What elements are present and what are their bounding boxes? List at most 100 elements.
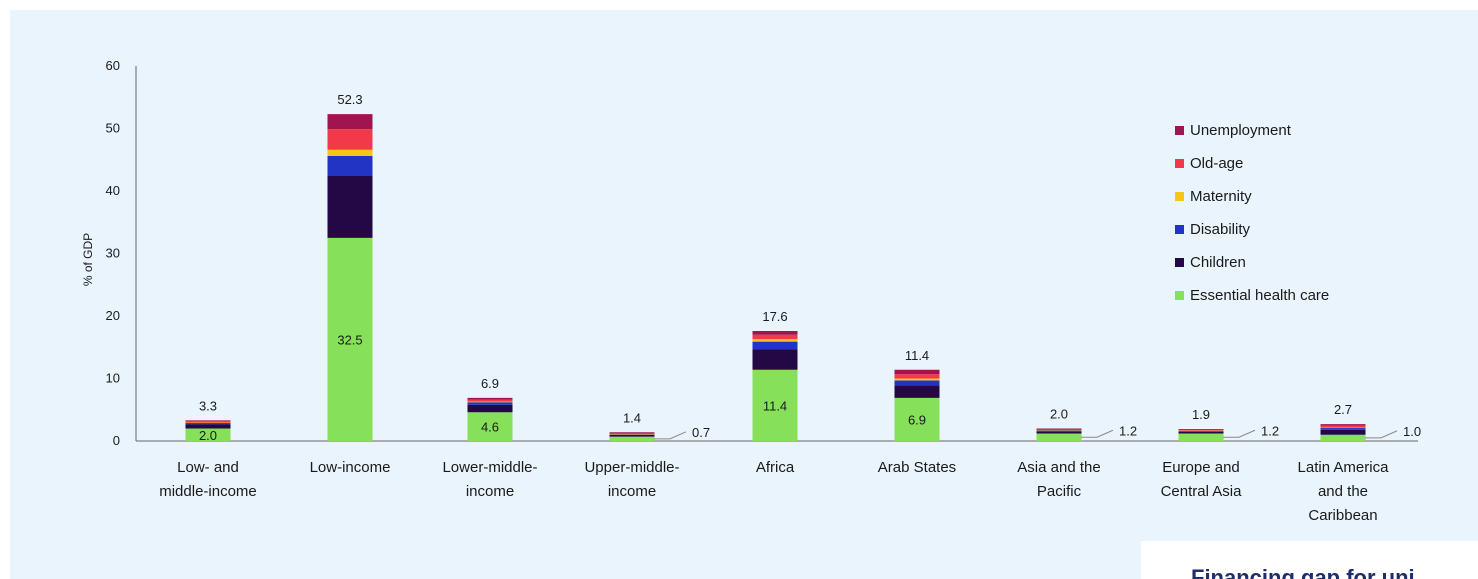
health-care-value-label: 11.4 — [763, 398, 787, 413]
x-category-label: Low-income — [310, 459, 391, 476]
x-category-label: Upper-middle- — [584, 459, 679, 476]
x-category-label: Europe and — [1162, 459, 1240, 476]
bar-segment — [1320, 427, 1366, 429]
x-category-label: and the — [1318, 483, 1368, 500]
bar-segment — [609, 434, 655, 437]
health-care-leader-line — [654, 431, 687, 440]
bar-segment — [327, 176, 373, 238]
bar-segment — [1178, 431, 1224, 434]
y-tick-label: 50 — [106, 121, 120, 136]
bar-segment — [327, 237, 373, 441]
bar-segment — [1178, 429, 1224, 431]
health-care-leader-line — [1223, 429, 1256, 438]
bar-segment — [894, 378, 940, 381]
bar-segment — [1036, 428, 1082, 430]
y-axis-label: % of GDP — [81, 233, 95, 286]
legend-swatch — [1175, 159, 1184, 168]
x-category-label: Arab States — [878, 459, 956, 476]
bar-segment — [185, 422, 231, 425]
bar-segment — [894, 369, 940, 375]
stacked-bar-chart: 0 10 20 30 40 50 60 % of GDP 3.3 2.0 Low- and middl… — [81, 58, 1421, 524]
y-tick-label: 10 — [106, 371, 120, 386]
health-care-value-label: 2.0 — [199, 428, 217, 443]
bar-segment — [1036, 431, 1082, 434]
legend-swatch — [1175, 225, 1184, 234]
bar-segment — [752, 331, 798, 335]
total-value-label: 1.4 — [623, 410, 641, 425]
x-category-label: Pacific — [1037, 483, 1082, 500]
bar-segment — [1320, 425, 1366, 428]
bar-segment — [1178, 430, 1224, 431]
bar-segment — [185, 422, 231, 424]
y-tick-label: 40 — [106, 183, 120, 198]
bar-segment — [327, 156, 373, 176]
legend-label: Maternity — [1190, 188, 1252, 205]
bar-segment — [467, 412, 513, 441]
total-value-label: 2.0 — [1050, 407, 1068, 422]
health-care-value-label: 1.2 — [1119, 423, 1137, 438]
health-care-value-label: 1.2 — [1261, 423, 1279, 438]
y-tick-label: 0 — [113, 433, 120, 448]
legend-label: Essential health care — [1190, 287, 1329, 304]
bar-segment — [185, 428, 231, 441]
total-value-label: 17.6 — [762, 309, 787, 324]
legend-swatch — [1175, 258, 1184, 267]
x-category-label: middle-income — [159, 483, 257, 500]
bar-segment — [752, 349, 798, 370]
x-category-label: Low- and — [177, 459, 239, 476]
bar-segment — [752, 334, 798, 340]
total-value-label: 1.9 — [1192, 407, 1210, 422]
total-value-label: 11.4 — [905, 348, 929, 363]
bar-segment — [1320, 434, 1366, 441]
bar-segment — [185, 424, 231, 429]
legend-swatch — [1175, 192, 1184, 201]
y-tick-label: 60 — [106, 58, 120, 73]
legend-label: Children — [1190, 254, 1246, 271]
bar-segment — [327, 149, 373, 156]
bar-segment — [1036, 430, 1082, 432]
x-category-label: Asia and the — [1017, 459, 1100, 476]
bar-segment — [1036, 433, 1082, 441]
x-category-label: Caribbean — [1308, 507, 1377, 524]
health-care-leader-line — [1365, 430, 1398, 439]
bar-segment — [609, 433, 655, 434]
total-value-label: 3.3 — [199, 398, 217, 413]
bar-segment — [1036, 429, 1082, 431]
health-care-value-label: 32.5 — [337, 332, 362, 347]
x-category-label: income — [608, 483, 656, 500]
x-category-label: Central Asia — [1161, 483, 1243, 500]
y-tick-label: 30 — [106, 246, 120, 261]
bar-segment — [1320, 427, 1366, 430]
x-category-label: Lower-middle- — [442, 459, 537, 476]
bar-segment — [1178, 430, 1224, 432]
financing-gap-card: Financing gap for uni — [1141, 541, 1478, 579]
y-tick-label: 20 — [106, 308, 120, 323]
total-value-label: 52.3 — [337, 92, 362, 107]
bar-segment — [752, 341, 798, 350]
x-category-label: Africa — [756, 459, 795, 476]
legend-swatch — [1175, 291, 1184, 300]
bar-segment — [1178, 431, 1224, 432]
bar-segment — [894, 374, 940, 379]
bar-segment — [185, 420, 231, 422]
legend-label: Old-age — [1190, 155, 1243, 172]
bar-segment — [609, 432, 655, 434]
bar-segment — [609, 436, 655, 441]
bar-segment — [467, 402, 513, 405]
bar-segment — [894, 380, 940, 386]
total-value-label: 6.9 — [481, 376, 499, 391]
legend-label: Unemployment — [1190, 122, 1292, 139]
health-care-value-label: 1.0 — [1403, 424, 1421, 439]
bar-segment — [894, 397, 940, 441]
health-care-value-label: 6.9 — [908, 412, 926, 427]
bar-segment — [752, 369, 798, 441]
bar-segment — [609, 434, 655, 435]
health-care-leader-line — [1081, 429, 1114, 438]
bar-segment — [1178, 433, 1224, 441]
chart-panel: 0 10 20 30 40 50 60 % of GDP 3.3 2.0 Low- and middl… — [10, 10, 1478, 579]
bar-segment — [467, 399, 513, 402]
total-value-label: 2.7 — [1334, 402, 1352, 417]
bar-segment — [185, 421, 231, 423]
x-category-label: income — [466, 483, 514, 500]
bar-segment — [894, 385, 940, 398]
